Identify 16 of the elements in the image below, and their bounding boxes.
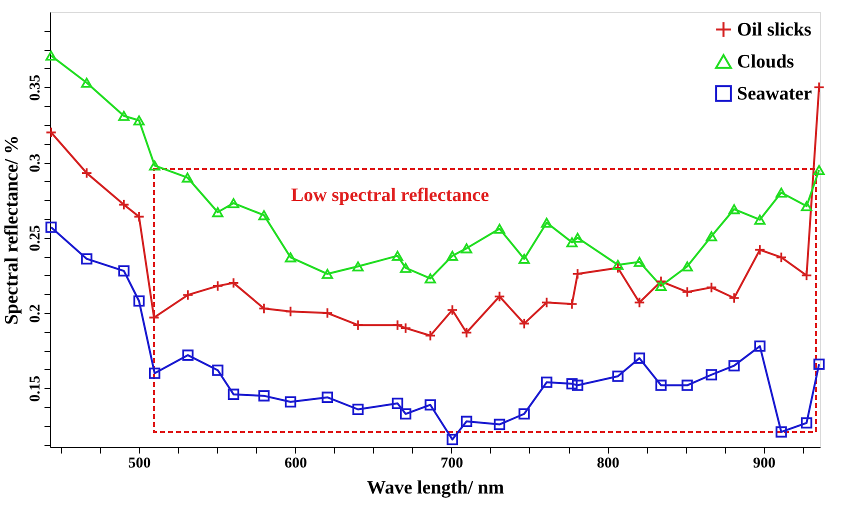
legend-label: Clouds [737, 52, 794, 72]
y-axis-title: Spectral reflectance/ % [2, 135, 22, 325]
y-tick-label: 0.25 [28, 225, 44, 252]
y-tick-label: 0.35 [28, 74, 44, 101]
y-tick-label: 0.15 [28, 376, 44, 402]
legend-label: Seawater [737, 84, 812, 104]
y-tick-label: 0.3 [28, 154, 44, 172]
annotation: Low spectral reflectance [290, 185, 490, 206]
x-tick-label: 900 [753, 456, 776, 472]
legend-label: Oil slicks [737, 20, 812, 40]
x-tick-label: 600 [284, 456, 307, 472]
x-axis-title: Wave length/ nm [366, 478, 504, 498]
x-tick-label: 500 [128, 456, 151, 472]
y-tick-label: 0.2 [28, 304, 44, 323]
x-tick-label: 700 [440, 456, 464, 472]
x-tick-label: 800 [596, 456, 620, 472]
